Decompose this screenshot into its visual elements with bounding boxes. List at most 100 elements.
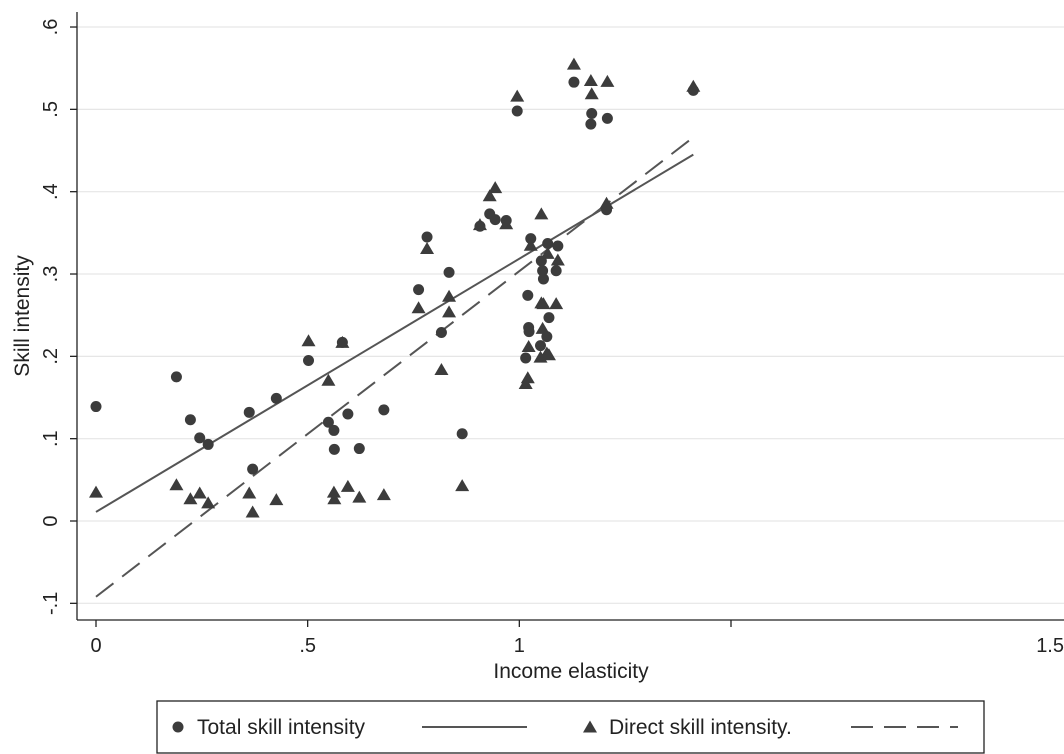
point-total [543,312,555,324]
fit-line-direct [95,136,694,598]
point-total [456,428,468,440]
point-total [90,401,102,413]
point-direct [376,488,391,501]
point-direct [89,485,103,498]
y-tick-label: .2 [40,348,62,365]
point-total [525,233,537,245]
fit-lines [95,136,694,598]
point-total [568,76,580,88]
point-direct [455,479,470,492]
axes [76,12,1064,621]
point-direct [600,74,615,87]
point-direct [420,241,435,254]
point-total [537,265,549,277]
point-direct [488,181,503,194]
point-total [413,284,425,296]
point-total [184,414,196,426]
point-direct [201,496,216,509]
point-direct [584,87,599,100]
point-direct [472,218,487,231]
point-direct [269,493,284,506]
x-axis-title: Income elasticity [493,660,649,683]
point-direct [335,335,350,348]
point-direct [523,238,538,251]
y-tick-label: 0 [40,515,62,526]
point-total [542,238,554,250]
point-total [552,240,564,252]
point-total [585,118,597,130]
y-tick-label: .3 [40,266,62,283]
point-direct [599,196,614,209]
point-total [522,289,534,301]
point-total [342,408,354,420]
point-direct [520,371,535,384]
point-total [328,424,340,436]
legend: Total skill intensity Direct skill inten… [156,700,985,754]
point-total [421,231,433,243]
y-ticks: -.1 0 .1 .2 .3 .4 .5 .6 [40,19,77,615]
point-direct [550,253,565,266]
point-total [247,463,259,475]
point-direct [541,348,556,361]
point-direct [321,373,336,386]
point-direct [521,339,536,352]
y-axis-title: Skill intensity [11,255,34,377]
point-total [322,416,334,428]
point-total [550,265,562,277]
point-total [194,432,206,444]
point-direct [536,297,551,310]
point-total [601,112,613,124]
point-direct [442,305,457,318]
point-total [489,214,501,226]
y-tick-label: .5 [40,101,62,118]
point-total [523,326,535,338]
point-direct [534,207,549,220]
point-total [243,406,255,418]
point-direct [434,363,449,376]
point-total [586,107,598,119]
y-tick-label: -.1 [40,592,62,615]
point-total [378,404,390,416]
point-total [537,273,549,285]
point-direct [326,485,341,498]
point-direct [535,321,550,334]
point-total [270,392,282,404]
point-direct [583,74,598,87]
point-total [328,443,340,455]
x-tick-label: .5 [299,635,316,657]
y-tick-label: .4 [40,183,62,200]
x-tick-label: 1.5 [1036,635,1064,657]
point-direct [301,334,316,347]
point-total [202,438,214,450]
point-total [303,354,315,366]
point-direct [192,486,207,499]
point-direct [482,189,497,202]
point-direct [566,57,581,70]
point-direct [340,479,355,492]
point-direct [411,301,426,314]
x-tick-label: 1 [514,635,525,657]
gridlines [77,26,1064,604]
point-direct [245,505,260,518]
y-tick-label: .1 [40,430,62,447]
point-direct [327,492,342,505]
point-total [534,340,546,352]
legend-box [156,700,985,754]
legend-marker-total [172,721,184,733]
point-direct [549,297,564,310]
point-total [353,443,365,455]
legend-label-direct: Direct skill intensity. [609,716,792,739]
x-tick-label: 0 [90,635,101,657]
point-direct [510,89,525,102]
point-direct [183,492,198,505]
point-total [170,371,182,383]
point-direct [169,478,184,491]
y-tick-label: .6 [40,19,62,36]
data-markers [89,57,701,518]
point-total [520,352,532,364]
point-direct [242,486,257,499]
point-total [511,105,523,117]
point-total [435,326,447,338]
legend-label-total: Total skill intensity [197,716,366,739]
